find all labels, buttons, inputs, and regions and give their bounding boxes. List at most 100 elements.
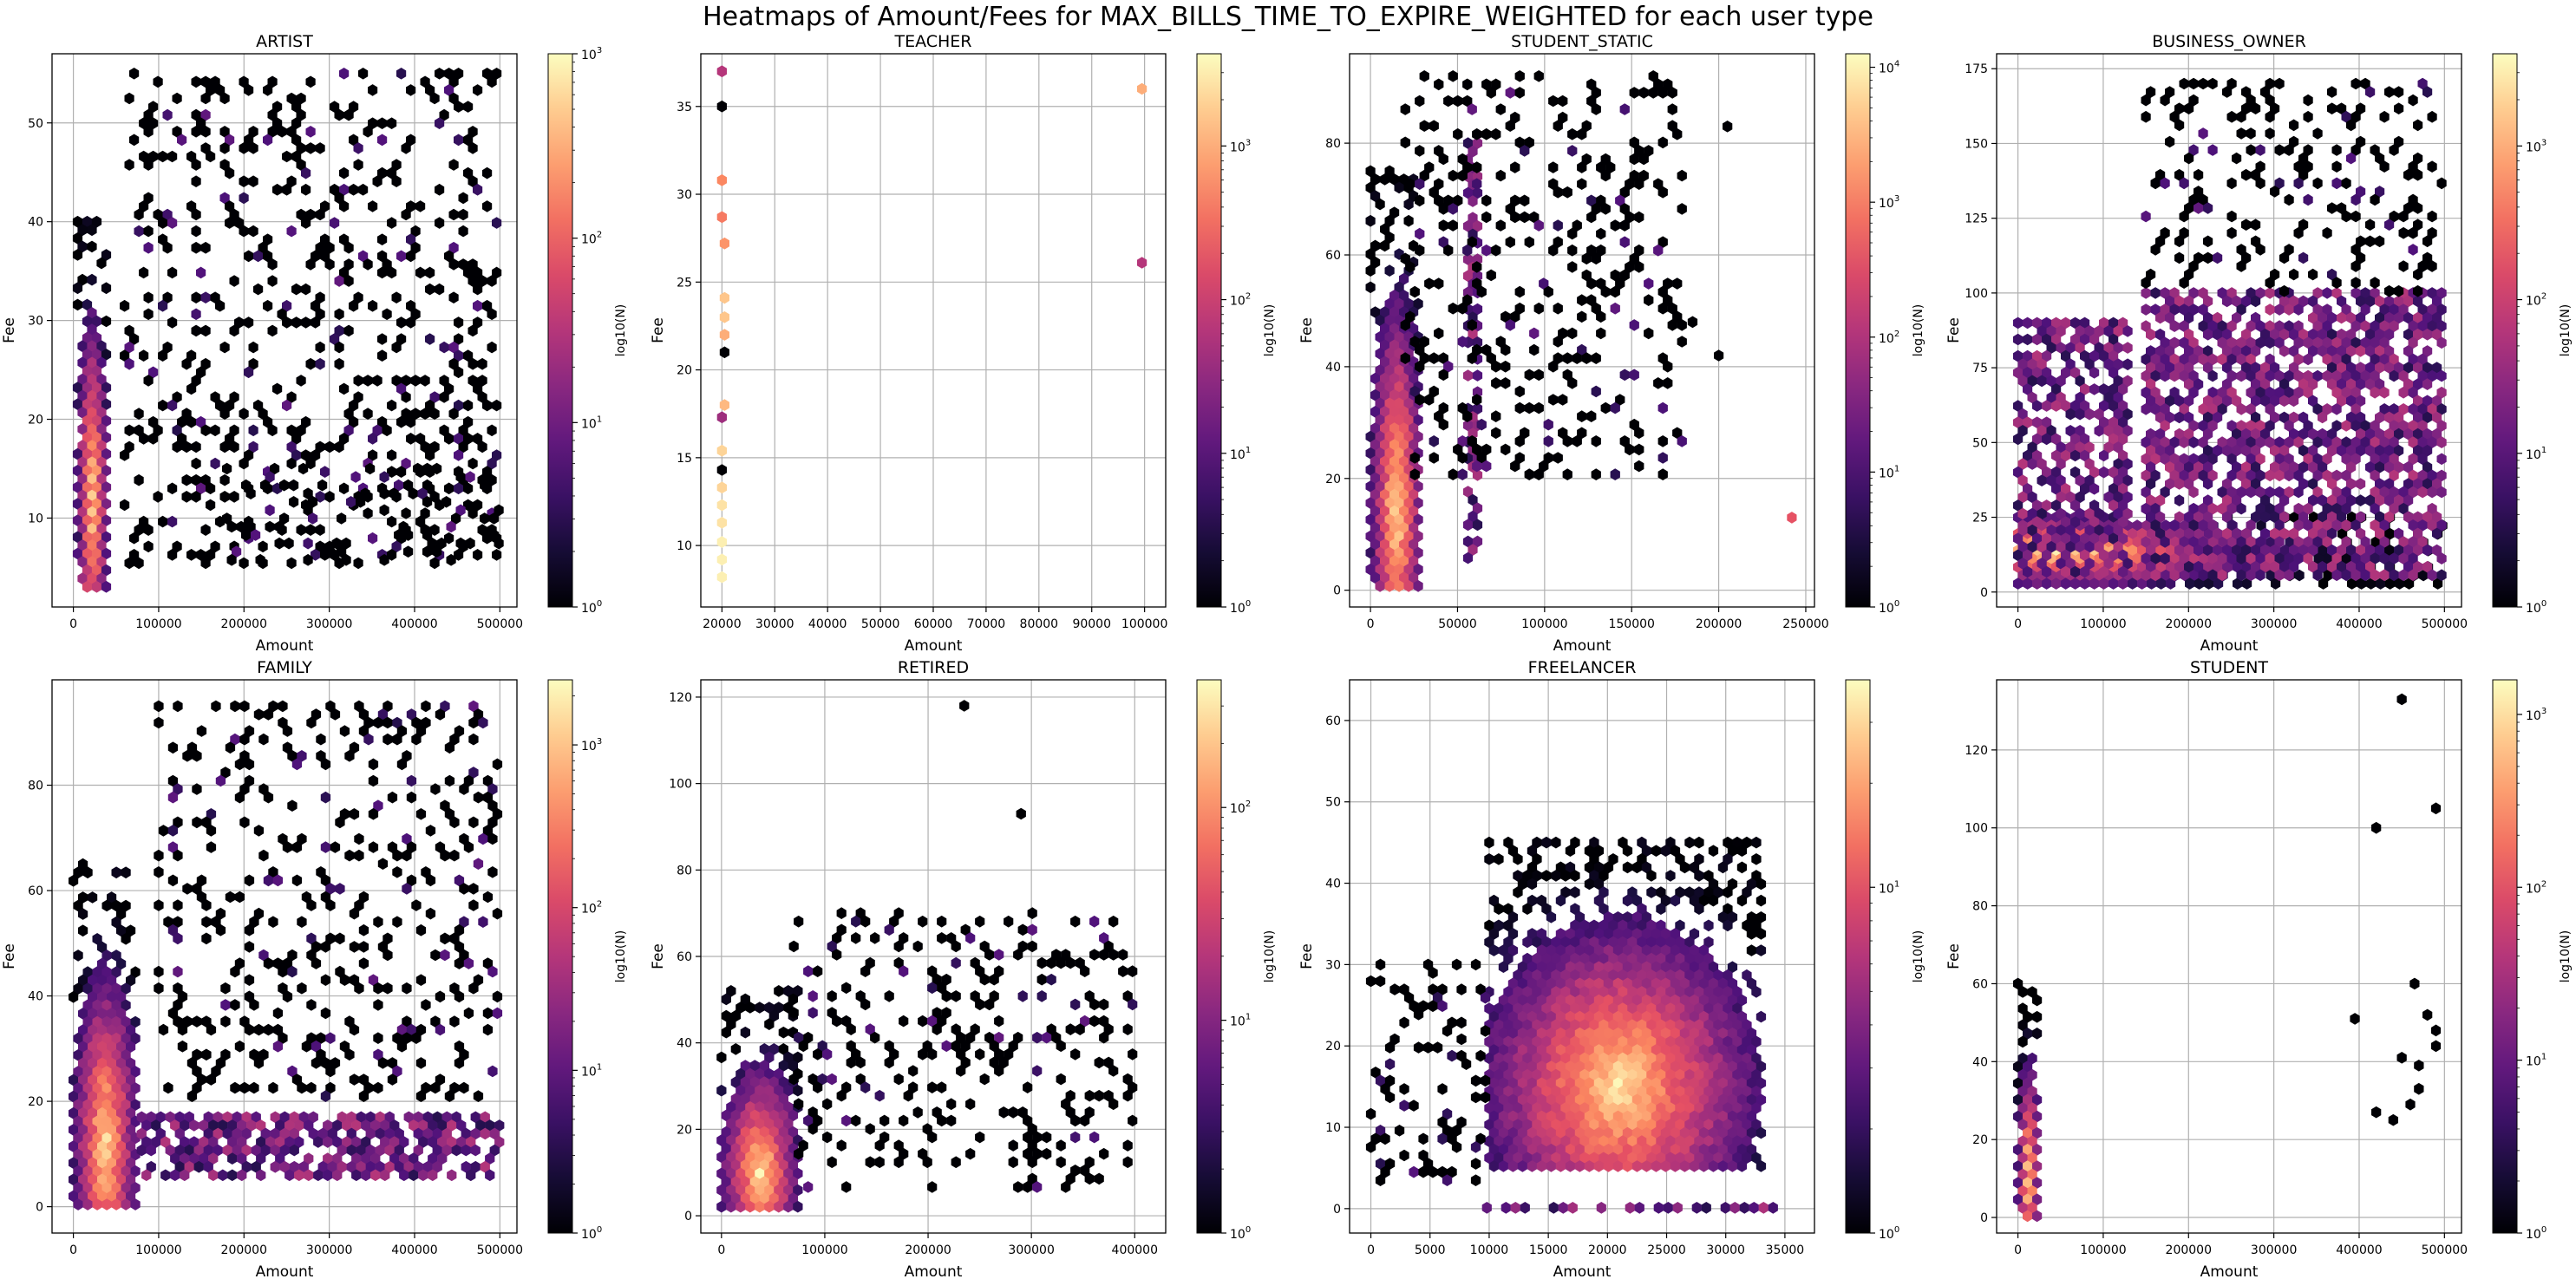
hexbin-cell xyxy=(248,440,258,454)
hexbin-cell xyxy=(78,908,88,920)
hexbin-cell xyxy=(1539,277,1549,290)
hexbin-cell xyxy=(182,883,193,895)
colorbar xyxy=(547,679,573,1234)
hexbin-cell xyxy=(2160,436,2170,448)
hexbin-cell xyxy=(1687,316,1698,329)
hexbin-cell xyxy=(2179,77,2189,90)
hexbin-cell xyxy=(468,899,479,911)
hexbin-cell xyxy=(1625,211,1635,224)
hexbin-cell xyxy=(1380,439,1390,451)
hexbin-cell xyxy=(234,1040,245,1053)
hexbin-cell xyxy=(2398,420,2409,432)
hexbin-cell xyxy=(2356,478,2366,490)
hexbin-cell xyxy=(265,471,275,483)
hexbin-cell xyxy=(2251,219,2261,231)
x-tick-label: 500000 xyxy=(477,1243,523,1257)
subplot-title: STUDENT_STATIC xyxy=(1511,32,1653,51)
hexbin-cell xyxy=(387,515,397,528)
hexbin-cell xyxy=(291,433,302,445)
hexbin-cell xyxy=(1380,538,1390,551)
hexbin-cell xyxy=(91,514,102,526)
hexbin-cell xyxy=(2350,210,2361,223)
hexbin-cell xyxy=(2251,411,2261,424)
hexbin-cell xyxy=(2241,345,2252,357)
hexbin-cell xyxy=(239,142,249,154)
hexbin-cell xyxy=(1520,145,1530,157)
y-tick-label: 0 xyxy=(36,1201,43,1215)
hexbin-cell xyxy=(2222,328,2233,341)
hexbin-cell xyxy=(1405,310,1415,323)
hexbin-cell xyxy=(1476,418,1487,431)
hexbin-cell xyxy=(2169,303,2180,316)
hexbin-cell xyxy=(2350,519,2361,532)
hexbin-cell xyxy=(2084,524,2095,537)
hexbin-cell xyxy=(158,515,168,528)
hexbin-cell xyxy=(2084,474,2095,486)
hexbin-cell xyxy=(263,708,274,721)
hexbin-cell xyxy=(1514,87,1525,99)
hexbin-cell xyxy=(173,982,183,995)
hexbin-cell xyxy=(196,266,206,279)
hexbin-cell xyxy=(1424,161,1435,173)
hexbin-cell xyxy=(2408,453,2418,466)
hexbin-cell xyxy=(1399,505,1409,518)
hexbin-cell xyxy=(229,208,239,221)
hexbin-cell xyxy=(1413,530,1423,543)
hexbin-cell xyxy=(124,324,134,337)
hexbin-cell xyxy=(1634,443,1644,456)
hexbin-cell xyxy=(489,1144,500,1157)
hexbin-cell xyxy=(2222,86,2233,98)
hexbin-cell xyxy=(92,1015,102,1028)
hexbin-cell xyxy=(1399,439,1409,451)
hexbin-cell xyxy=(2270,328,2280,341)
y-tick-label: 100 xyxy=(669,778,692,792)
hexbin-cell xyxy=(101,431,112,444)
hexbin-cell xyxy=(153,424,163,437)
hexbin-cell xyxy=(2179,403,2189,415)
hexbin-cell xyxy=(2113,458,2123,470)
hexbin-cell xyxy=(191,440,201,454)
hexbin-cell xyxy=(2046,391,2056,404)
hexbin-cell xyxy=(87,556,97,568)
hexbin-cell xyxy=(92,1198,102,1210)
hexbin-cell xyxy=(111,1132,121,1145)
hexbin-cell xyxy=(467,275,478,287)
hexbin-cell xyxy=(82,1099,93,1111)
hexbin-cell xyxy=(2346,560,2357,573)
hexbin-cell xyxy=(2265,287,2275,299)
x-tick-label: 0 xyxy=(717,1243,725,1257)
hexbin-cell xyxy=(449,982,460,995)
hexbin-cell xyxy=(2184,295,2194,308)
axes-frame xyxy=(1349,53,1815,608)
hexbin-cell xyxy=(77,389,88,402)
hexbin-cell xyxy=(449,1015,460,1028)
hexbin-cell xyxy=(2413,362,2423,374)
hexbin-cell xyxy=(2265,420,2275,432)
hexbin-cell xyxy=(77,489,88,502)
hexbin-cell xyxy=(2056,558,2066,570)
hexbin-cell xyxy=(2384,511,2395,524)
hexbin-cell xyxy=(230,733,240,746)
hexbin-cell xyxy=(2322,336,2332,349)
hexbin-cell xyxy=(305,142,316,154)
hexbin-cell xyxy=(719,291,729,304)
hexbin-cell xyxy=(2385,527,2396,540)
hexbin-cell xyxy=(2222,295,2233,308)
hexbin-cell xyxy=(244,449,254,461)
hexbin-cell xyxy=(78,1190,88,1203)
hexbin-cell xyxy=(1380,356,1390,369)
hexbin-cell xyxy=(111,916,121,929)
hexbin-cell xyxy=(487,424,497,437)
hexbin-cell xyxy=(126,1124,136,1136)
hexbin-cell xyxy=(306,899,317,911)
hexbin-cell xyxy=(2274,436,2285,448)
hexbin-cell xyxy=(291,449,302,461)
hexbin-cell xyxy=(2179,353,2189,366)
hexbin-cell xyxy=(1610,302,1620,315)
hexbin-cell xyxy=(2408,226,2418,239)
hexbin-cell xyxy=(2417,536,2428,548)
hexbin-cell xyxy=(2274,320,2285,332)
hexbin-cell xyxy=(1403,198,1414,211)
hexbin-cell xyxy=(458,258,468,271)
hexbin-cell xyxy=(2379,320,2390,332)
